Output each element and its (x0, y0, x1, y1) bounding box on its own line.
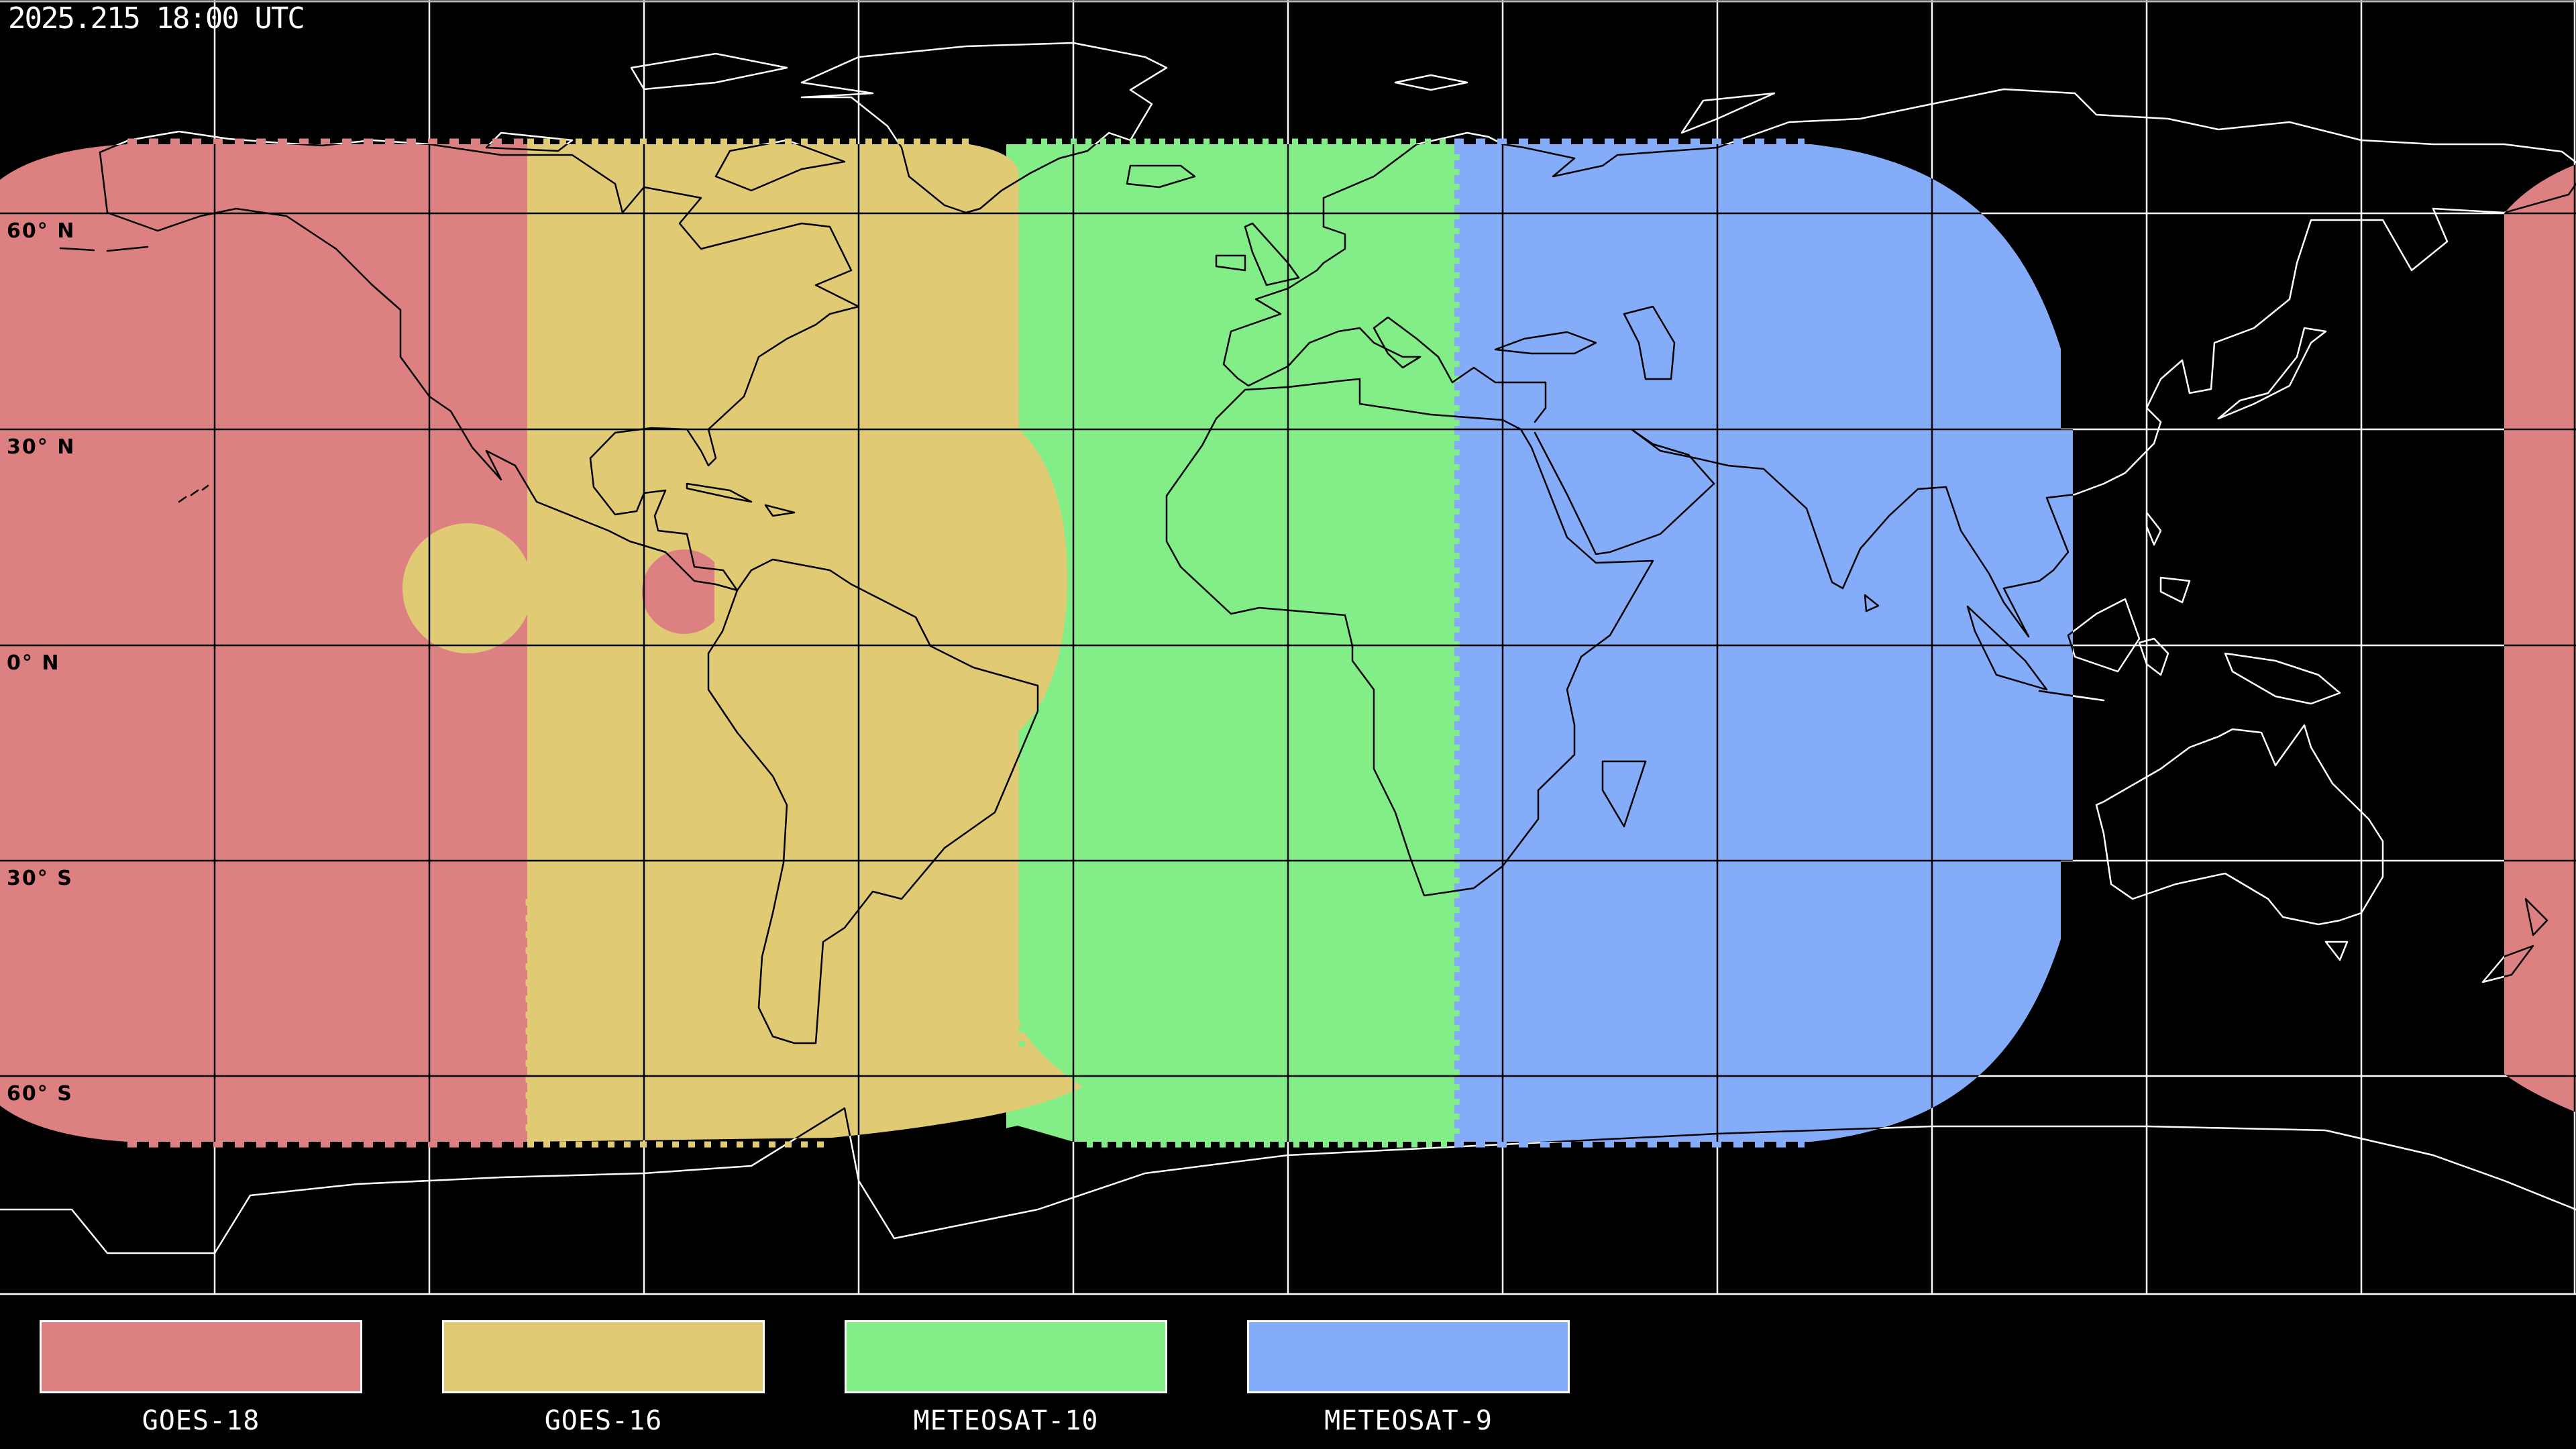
latitude-label-30n: 30° N (7, 435, 76, 459)
goes-16-overlap-circle (402, 523, 533, 653)
legend-label-goes-16: GOES-16 (544, 1405, 663, 1436)
latitude-label-60n: 60° N (7, 219, 76, 243)
coverage-gap-notch (945, 1126, 1073, 1142)
goes-18-overlap-circle (641, 549, 714, 634)
timestamp: 2025.215 18:00 UTC (8, 1, 305, 36)
legend-swatch-goes-16 (442, 1320, 765, 1393)
coverage-goes-18 (0, 144, 527, 1142)
coverage-meteosat-9 (1454, 144, 2073, 1142)
scan-edge-teeth (127, 138, 1805, 1148)
legend-label-goes-18: GOES-18 (142, 1405, 260, 1436)
latitude-label-0n: 0° N (7, 651, 60, 675)
coverage-goes-18-wraparound (2504, 164, 2576, 1112)
legend-label-meteosat-10: METEOSAT-10 (913, 1405, 1099, 1436)
latitude-label-30s: 30° S (7, 867, 73, 890)
coverage-goes-16 (527, 144, 1083, 1142)
coverage-meteosat-10 (1006, 144, 1454, 1142)
legend-swatch-goes-18 (40, 1320, 362, 1393)
legend-swatch-meteosat-9 (1247, 1320, 1570, 1393)
coverage-regions (0, 138, 2576, 1148)
latitude-label-60s: 60° S (7, 1082, 73, 1106)
legend-swatch-meteosat-10 (845, 1320, 1167, 1393)
legend-label-meteosat-9: METEOSAT-9 (1324, 1405, 1493, 1436)
